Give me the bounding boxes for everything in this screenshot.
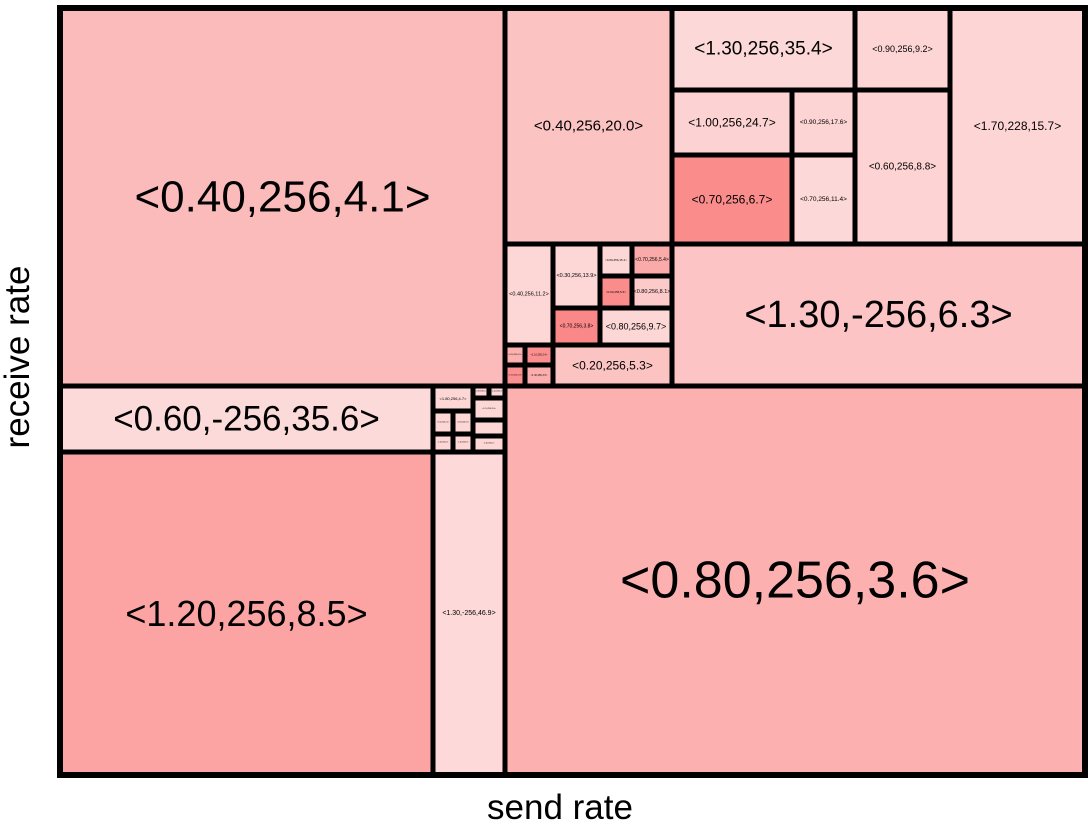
treemap-cell-label-17: <0.70,256,3.8> bbox=[560, 324, 594, 330]
x-axis-title: send rate bbox=[487, 788, 633, 827]
treemap-cell-label-34: <1.60,256,2.4> bbox=[476, 434, 504, 439]
treemap-cell-label-14: <0.70,256,5.4> bbox=[635, 257, 669, 263]
treemap-cell-24 bbox=[669, 241, 1088, 389]
treemap-cell-label-13: <0.60,256,15.1> bbox=[605, 258, 627, 262]
treemap-cell-label-29: <1.10,256,3.0> bbox=[482, 407, 496, 410]
treemap-cell-label-16: <0.80,256,8.1> bbox=[633, 289, 670, 295]
treemap-cell-label-25: <0.60,-256,35.6> bbox=[113, 400, 380, 439]
treemap-cell-17 bbox=[550, 305, 603, 348]
treemap-cell-label-18: <0.80,256,9.7> bbox=[606, 322, 667, 332]
treemap-cell-label-32: <1.40,256,2.9> bbox=[438, 441, 449, 444]
treemap-cell-label-37: <1.30,-256,46.9> bbox=[442, 610, 495, 617]
treemap-cell-label-35: <1.60,256,3.2> bbox=[484, 442, 495, 445]
treemap-cell-label-2: <0.40,256,20.0> bbox=[534, 118, 644, 135]
treemap-cell-1 bbox=[57, 5, 508, 389]
treemap-cell-label-21: <1.30,256,2.8> bbox=[508, 374, 522, 377]
treemap-cell-label-33: <1.50,256,3.3> bbox=[458, 441, 469, 444]
treemap-cell-label-27: <0.90,256,2.1> bbox=[476, 390, 487, 393]
treemap-cell-10 bbox=[789, 152, 858, 247]
treemap-cell-label-22: <1.30,256,3.5> bbox=[531, 374, 548, 377]
treemap-cell-label-38: <0.80,256,3.6> bbox=[620, 552, 970, 610]
treemap-cell-label-23: <0.20,256,5.3> bbox=[572, 359, 653, 373]
treemap-cell-label-5: <1.70,228,15.7> bbox=[974, 119, 1061, 133]
treemap-cell-label-19: <0.50,256,6.9> bbox=[508, 353, 522, 356]
treemap-cell-label-11: <0.40,256,11.2> bbox=[509, 292, 549, 298]
treemap-cell-2 bbox=[502, 5, 675, 247]
treemap-cell-label-24: <1.30,-256,6.3> bbox=[744, 294, 1012, 336]
treemap-cell-label-4: <0.90,256,9.2> bbox=[872, 44, 933, 54]
treemap-cell-label-28: <1.00,256,2.2> bbox=[492, 390, 503, 393]
treemap-frame bbox=[57, 5, 1088, 778]
treemap-cell-label-3: <1.30,256,35.4> bbox=[694, 39, 832, 60]
treemap-cell-label-6: <1.00,256,24.7> bbox=[688, 116, 775, 130]
treemap-cell-label-36: <1.20,256,8.5> bbox=[125, 593, 367, 634]
treemap-cell-label-30: <1.50,256,2.5> bbox=[437, 421, 449, 424]
treemap-cell-36 bbox=[57, 449, 436, 778]
treemap-cell-label-10: <0.70,256,11.4> bbox=[800, 196, 847, 203]
treemap-cell-label-31: <1.60,256,3.1> bbox=[457, 421, 469, 424]
treemap-cell-label-1: <0.40,256,4.1> bbox=[134, 173, 430, 222]
treemap-cell-label-12: <0.30,256,13.9> bbox=[556, 273, 596, 279]
treemap-cell-label-9: <0.70,256,6.7> bbox=[692, 193, 773, 207]
treemap-cell-label-7: <0.90,256,17.6> bbox=[800, 119, 848, 126]
treemap-cell-label-8: <0.60,256,8.8> bbox=[869, 162, 936, 173]
y-axis-title: receive rate bbox=[0, 265, 37, 449]
treemap-cell-label-15: <0.60,256,5.6> bbox=[606, 290, 626, 294]
treemap-cell-label-26: <1.80,256,4.7> bbox=[440, 396, 468, 401]
treemap-cell-label-20: <1.10,256,2.4> bbox=[531, 354, 548, 357]
